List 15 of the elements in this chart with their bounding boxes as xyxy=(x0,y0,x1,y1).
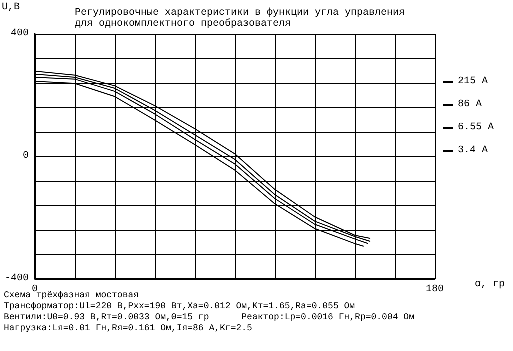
legend-label: 3.4 А xyxy=(458,146,488,156)
text: Схема трёхфазная мостовая xyxy=(4,290,140,300)
legend-label: 86 А xyxy=(458,100,482,110)
legend-label: 215 А xyxy=(458,76,488,88)
y-tick-label: 400 xyxy=(10,28,29,40)
chart-title: Регулировочные характеристики в функции угла управления для однокомплектного преобразователя xyxy=(75,7,406,30)
text: Нагрузка:Lя=0.01 Гн,Rя=0.161 Ом,Iя=86 А,Kг=2.5 xyxy=(4,324,252,334)
y-axis-title: U,В xyxy=(2,2,20,14)
y-tick-label: 0 xyxy=(22,151,29,162)
text: Вентили:U0=0.93 В,Rт=0.0033 Ом,Θ=15 гр Реактор:Lp=0.0016 Гн,Rp=0.004 Ом xyxy=(4,312,414,322)
text: Трансформатор:Ul=220 В,Pxx=190 Вт,Xa=0.012 Ом,Kт=1.65,Ra=0.055 Ом xyxy=(4,302,356,312)
x-tick-label: 180 xyxy=(426,284,444,296)
y-tick-label: -400 xyxy=(4,274,29,284)
legend-label: 6.55 А xyxy=(458,122,494,134)
x-axis-title: α, гр xyxy=(474,280,506,290)
